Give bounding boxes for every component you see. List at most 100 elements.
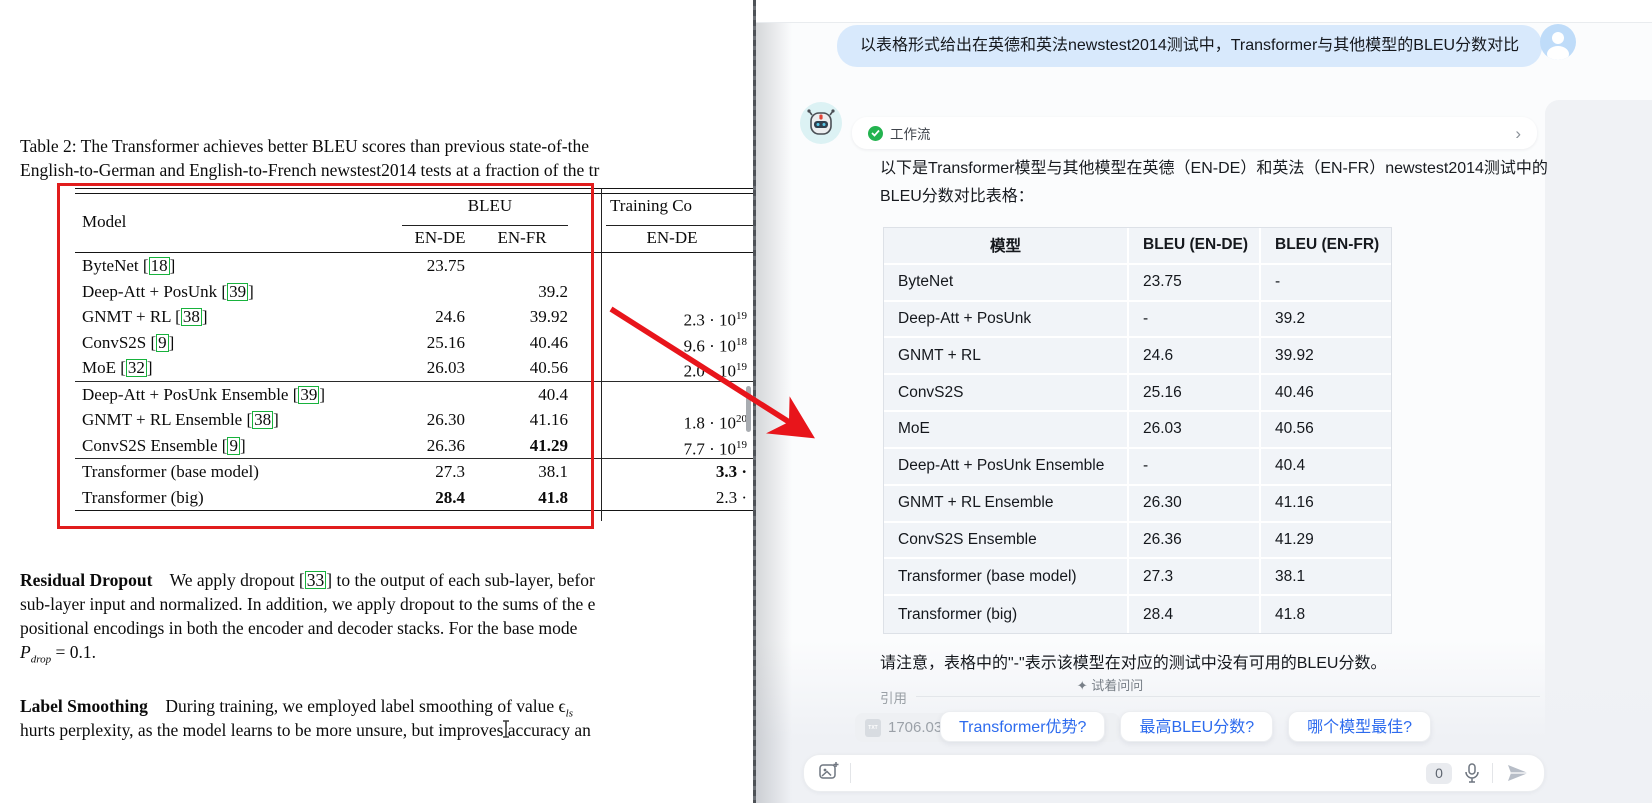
assistant-intro-line: BLEU分数对比表格：: [880, 188, 1034, 205]
attachment-count-badge: 0: [1426, 762, 1452, 784]
suggestion-chip[interactable]: Transformer优势?: [940, 711, 1106, 742]
message-input[interactable]: [861, 763, 1416, 783]
paper-table-row: Deep-Att + PosUnk Ensemble [39] 40.4: [75, 382, 753, 408]
citation-box[interactable]: 18: [148, 256, 170, 275]
paper-table-row: ConvS2S Ensemble [9] 26.36 41.29 7.7 · 1019: [75, 433, 753, 459]
model-name-cell: Transformer (base model): [82, 462, 259, 481]
bleu-en-fr-cell: 41.8: [538, 487, 568, 507]
txt-file-icon: TXT: [865, 718, 881, 737]
bleu-en-fr-cell: 40.46: [529, 332, 568, 352]
chat-table-cell: 26.36: [1129, 522, 1261, 560]
bleu-en-de-cell: 25.16: [426, 332, 465, 352]
paragraph-heading: Label Smoothing: [20, 696, 148, 716]
chat-top-bar: [756, 0, 1652, 23]
suggestion-chip[interactable]: 最高BLEU分数?: [1120, 711, 1274, 742]
text-cursor: [503, 720, 509, 738]
chat-table-header-cell: BLEU (EN-FR): [1261, 228, 1391, 265]
training-cost-cell: 2.3 · 1019: [683, 310, 747, 330]
suggestion-chip-row: Transformer优势? 最高BLEU分数? 哪个模型最佳?: [940, 711, 1432, 742]
chat-table-cell: MoE: [884, 412, 1129, 449]
model-name-cell: Deep-Att + PosUnk [39]: [82, 281, 254, 301]
citation-box[interactable]: 39: [298, 384, 320, 404]
chat-table-cell: Transformer (base model): [884, 559, 1129, 597]
chat-table-row: ConvS2S Ensemble 26.36 41.29: [884, 522, 1391, 560]
assistant-avatar: [800, 102, 842, 144]
bleu-en-fr-cell: 41.16: [529, 410, 568, 429]
residual-dropout-line: Pdrop = 0.1.: [20, 642, 96, 666]
chat-table-row: GNMT + RL 24.6 39.92: [884, 338, 1391, 376]
chat-table-cell: 41.29: [1261, 522, 1391, 560]
table-caption-line: Table 2: The Transformer achieves better…: [20, 136, 589, 156]
col-header-training: Training Co: [610, 196, 693, 215]
user-avatar[interactable]: [1540, 24, 1576, 60]
chat-table-cell: 26.03: [1129, 412, 1261, 449]
send-icon[interactable]: [1506, 763, 1530, 783]
robot-icon: [807, 109, 835, 135]
pane-divider[interactable]: [753, 0, 756, 803]
chat-table-header-cell: BLEU (EN-DE): [1129, 228, 1261, 265]
chat-table-cell: 39.2: [1261, 301, 1391, 339]
label-smoothing-line: hurts perplexity, as the model learns to…: [20, 720, 591, 740]
bleu-en-fr-cell: 39.2: [538, 281, 568, 301]
training-cost-cell: 2.3 ·: [715, 487, 747, 507]
citations-divider: [916, 696, 1540, 697]
bleu-en-fr-cell: 40.56: [529, 358, 568, 377]
table-footnote: 请注意，表格中的"-"表示该模型在对应的测试中没有可用的BLEU分数。: [880, 655, 1387, 672]
chat-table-cell: ByteNet: [884, 264, 1129, 302]
citation-box[interactable]: 9: [156, 332, 169, 352]
chat-table-row: Deep-Att + PosUnk -39.2: [884, 301, 1391, 339]
citation-box[interactable]: 38: [252, 410, 274, 429]
chat-table-cell: Transformer (big): [884, 596, 1129, 633]
citation-box[interactable]: 38: [180, 307, 202, 326]
citation-box[interactable]: 33: [304, 570, 327, 590]
chevron-right-icon[interactable]: ›: [1515, 123, 1521, 143]
workflow-status-bar[interactable]: 工作流 ›: [852, 117, 1537, 149]
bleu-en-fr-cell: 38.1: [538, 462, 568, 481]
table-column-rule: [601, 188, 602, 521]
check-circle-icon: [868, 125, 883, 141]
model-name-cell: ByteNet [18]: [82, 256, 176, 275]
bleu-en-de-cell: 26.03: [426, 358, 465, 377]
model-name-cell: Deep-Att + PosUnk Ensemble [39]: [82, 384, 326, 404]
chat-table-cell: 24.6: [1129, 338, 1261, 376]
try-ask-label: ✦ 试着问问: [1076, 678, 1144, 693]
chat-table-cell: 40.4: [1261, 448, 1391, 486]
paper-table-row: ByteNet [18] 23.75: [75, 253, 753, 279]
model-name-cell: GNMT + RL Ensemble [38]: [82, 410, 279, 429]
subheader-en-de: EN-DE: [414, 228, 466, 247]
residual-dropout-line: positional encodings in both the encoder…: [20, 618, 578, 638]
citation-box[interactable]: 32: [125, 358, 147, 377]
subheader-en-fr: EN-FR: [497, 228, 547, 247]
bleu-en-de-cell: 27.3: [435, 462, 465, 481]
chat-table-cell: 27.3: [1129, 559, 1261, 597]
paragraph-heading: Residual Dropout: [20, 570, 153, 590]
user-message-bubble: 以表格形式给出在英德和英法newstest2014测试中，Transformer…: [837, 25, 1543, 67]
bleu-underline: [402, 194, 568, 226]
subheader-cost-en-de: EN-DE: [646, 228, 698, 247]
bleu-en-de-cell: 26.30: [426, 410, 465, 429]
label-smoothing-line: Label Smoothing During training, we empl…: [20, 696, 573, 720]
training-cost-cell: 1.8 · 1020: [683, 413, 747, 433]
training-cost-cell: 7.7 · 1019: [683, 438, 747, 459]
assistant-intro-line: 以下是Transformer模型与其他模型在英德（EN-DE）和英法（EN-FR…: [880, 160, 1548, 177]
bleu-comparison-table: 模型 BLEU (EN-DE) BLEU (EN-FR) ByteNet 23.75- D…: [883, 227, 1392, 634]
residual-dropout-line: Residual Dropout We apply dropout [33] t…: [20, 570, 595, 590]
citation-box[interactable]: 39: [227, 281, 249, 301]
chat-table-cell: 26.30: [1129, 485, 1261, 523]
microphone-icon[interactable]: [1464, 763, 1480, 783]
table-caption-line: English-to-German and English-to-French …: [20, 160, 600, 180]
citations-label: 引用: [880, 691, 907, 706]
chat-table-header-row: 模型 BLEU (EN-DE) BLEU (EN-FR): [884, 228, 1391, 265]
model-name-cell: ConvS2S Ensemble [9]: [82, 435, 246, 455]
cost-exponent: 19: [736, 310, 747, 322]
citation-box[interactable]: 9: [227, 435, 240, 455]
suggestion-chip[interactable]: 哪个模型最佳?: [1288, 711, 1432, 742]
chat-table-cell: 28.4: [1129, 596, 1261, 633]
training-cost-cell: 9.6 · 1018: [683, 335, 747, 356]
image-upload-icon[interactable]: [818, 761, 840, 786]
chat-table-row: Transformer (big) 28.4 41.8: [884, 596, 1391, 633]
pdf-scrollbar-thumb[interactable]: [746, 386, 751, 432]
chat-table-cell: ConvS2S: [884, 375, 1129, 413]
chat-table-cell: GNMT + RL: [884, 338, 1129, 376]
bleu-en-de-cell: 28.4: [435, 487, 465, 507]
